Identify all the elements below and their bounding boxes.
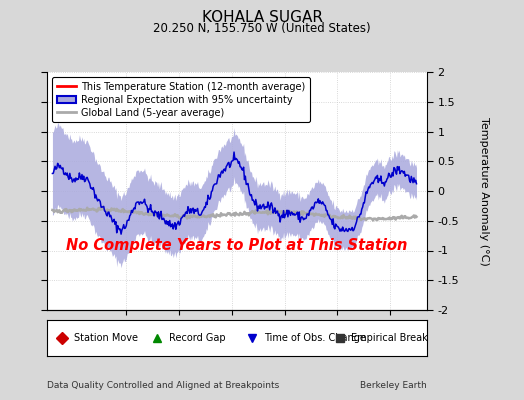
Legend: This Temperature Station (12-month average), Regional Expectation with 95% uncer: This Temperature Station (12-month avera… (52, 77, 310, 122)
Text: Station Move: Station Move (74, 333, 138, 343)
Text: Data Quality Controlled and Aligned at Breakpoints: Data Quality Controlled and Aligned at B… (47, 381, 279, 390)
Text: Record Gap: Record Gap (169, 333, 225, 343)
Text: Empirical Break: Empirical Break (351, 333, 428, 343)
Text: 20.250 N, 155.750 W (United States): 20.250 N, 155.750 W (United States) (153, 22, 371, 35)
Text: KOHALA SUGAR: KOHALA SUGAR (202, 10, 322, 25)
Text: No Complete Years to Plot at This Station: No Complete Years to Plot at This Statio… (67, 238, 408, 253)
Text: Time of Obs. Change: Time of Obs. Change (264, 333, 366, 343)
Text: Berkeley Earth: Berkeley Earth (361, 381, 427, 390)
Y-axis label: Temperature Anomaly (°C): Temperature Anomaly (°C) (478, 117, 488, 265)
